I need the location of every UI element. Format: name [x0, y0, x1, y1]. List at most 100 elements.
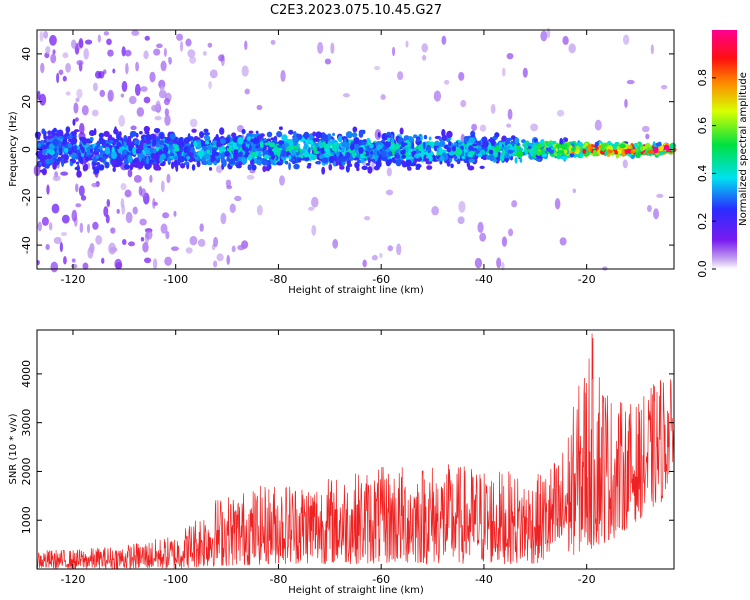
spectrogram-cell [215, 133, 219, 141]
spectrogram-cell [205, 140, 210, 145]
spectrogram-cell [164, 108, 170, 117]
spectrogram-cell [546, 27, 551, 39]
spectrogram-cell [63, 141, 67, 146]
spectrogram-cell [160, 180, 165, 193]
spectrogram-cell [365, 162, 371, 166]
spectrogram-cell [132, 147, 138, 156]
spectrogram-cell [397, 71, 404, 81]
spectrogram-cell [377, 131, 381, 138]
spectrogram-cell [92, 82, 98, 92]
spectrogram-cell [276, 144, 283, 148]
snr-panel: -120 -100 -80 -60 -40 -20 1000 2000 3000 4000 He… [8, 329, 675, 596]
spectrogram-cell [411, 141, 415, 150]
spectrogram-cell [220, 212, 227, 225]
spectrogram-cell [139, 141, 144, 149]
spectrogram-cell [537, 143, 542, 150]
x-tick-label: -60 [372, 573, 390, 586]
spectrogram-cell [313, 146, 317, 154]
spectrogram-cell [468, 145, 474, 151]
spectrogram-cell [193, 141, 198, 147]
spectrogram-cell [131, 30, 140, 36]
spectrogram-cell [277, 151, 281, 158]
spectrogram-cell [237, 136, 244, 145]
spectrogram-cell [396, 243, 402, 256]
spectrogram-cell [450, 163, 454, 169]
spectrogram-cell [446, 138, 450, 143]
spectrogram-cell [37, 221, 43, 232]
spectrogram-cell [374, 66, 381, 71]
spectrogram-cell [228, 158, 236, 165]
spectrogram-cell [351, 132, 358, 138]
spectrogram-cell [264, 142, 270, 146]
spectrogram-cell [248, 143, 252, 152]
spectrogram-cell [421, 43, 429, 53]
x-tick-label: -20 [578, 273, 596, 286]
spectrogram-cell [330, 42, 335, 55]
spectrogram-cell [164, 114, 171, 126]
spectrogram-cell [439, 155, 445, 162]
spectrogram-cell [562, 35, 569, 45]
spectrogram-cell [608, 149, 613, 154]
spectrogram-cell [149, 147, 154, 154]
spectrogram-cell [160, 223, 168, 234]
spectrogram-cell [446, 161, 451, 167]
spectrogram-cell [645, 133, 650, 140]
spectrogram-cell [203, 160, 208, 166]
spectrogram-cell [59, 241, 63, 253]
spectrogram-cell [358, 130, 364, 138]
spectrogram-cell [127, 155, 133, 164]
spectrogram-cell [592, 149, 598, 156]
spectrogram-cell [75, 203, 82, 208]
spectrogram-cell [91, 182, 100, 188]
spectrogram-cell [142, 242, 149, 253]
snr-y-label: SNR (10 * v/v) [8, 413, 19, 484]
spectrogram-cell [143, 96, 151, 104]
spectrogram-cell [51, 129, 55, 137]
spectrogram-cell [247, 164, 252, 171]
spectrogram-cell [345, 131, 353, 139]
spectrogram-cell [587, 144, 592, 152]
spectrogram-cell [620, 150, 626, 157]
spectrogram-cell [647, 149, 654, 154]
spectrogram-cell [379, 252, 383, 258]
spectrogram-cell [78, 38, 84, 49]
spectrogram-cell [52, 161, 57, 170]
spectrogram-cell [212, 260, 218, 268]
spectrogram-cell [550, 146, 556, 151]
spectrogram-cell [155, 158, 159, 163]
spectrogram-cell [256, 104, 263, 111]
spectrogram-cell [432, 154, 436, 162]
spectrogram-cell [428, 136, 432, 141]
x-tick-label: -40 [475, 573, 493, 586]
spectrogram-cell [98, 132, 104, 139]
spectrogram-cell [328, 155, 335, 164]
spectrogram-cell [493, 151, 498, 158]
spectrogram-cell [97, 34, 102, 43]
spectrogram-cell [627, 145, 632, 149]
spectrogram-cell [582, 148, 587, 154]
spectrogram-cell [115, 262, 123, 270]
spectrogram-cell [202, 50, 207, 56]
spectrogram-cell [127, 142, 134, 147]
spectrogram-cell [189, 118, 198, 128]
spectrogram-cell [594, 141, 599, 148]
spectrogram-cell [467, 165, 475, 171]
spectrogram-cell [406, 152, 412, 156]
spectrogram-cell [501, 236, 508, 247]
spectrogram-cell [89, 136, 94, 142]
spectrogram-cell [127, 169, 133, 178]
spectrogram-cell [256, 147, 264, 152]
x-tick-label: -100 [163, 573, 188, 586]
spectrogram-cell [133, 175, 142, 183]
spectrogram-cell [56, 72, 60, 84]
spectrogram-cell [532, 144, 540, 152]
spectrogram-cell [324, 148, 331, 153]
spectrogram-cell [650, 44, 654, 55]
spectrogram-cell [661, 84, 668, 90]
spectrogram-cell [337, 135, 343, 143]
spectrogram-cell [191, 128, 197, 133]
spectrogram-cell [99, 89, 106, 98]
spectrogram-cell [58, 140, 62, 149]
spectrogram-cell [388, 151, 393, 156]
spectrogram-cell [71, 258, 76, 263]
